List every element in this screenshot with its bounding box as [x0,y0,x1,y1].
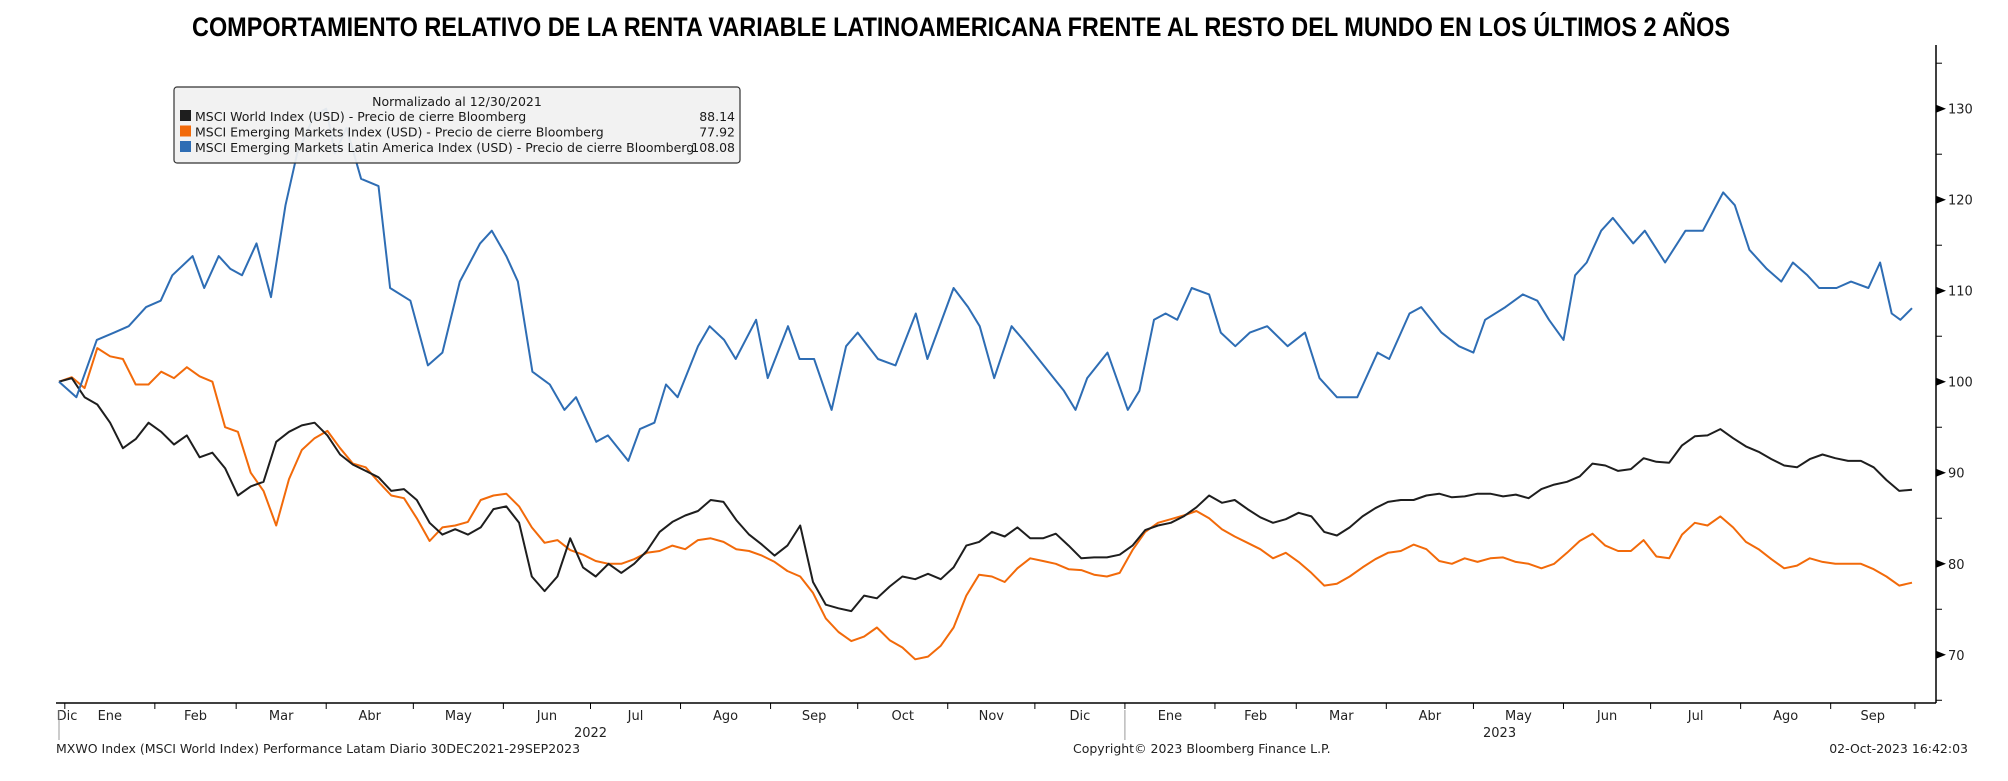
y-tick-label: 130 [1948,103,1973,118]
x-month-label: Jul [627,709,644,724]
x-year-label: 2022 [574,726,607,741]
x-month-label: May [1505,709,1532,724]
x-month-label: Sep [1861,709,1886,724]
legend-header: Normalizado al 12/30/2021 [372,94,542,109]
y-tick-marker [1936,377,1946,386]
series-line-0 [58,377,1913,613]
x-month-label: Abr [359,709,382,724]
footer-left: MXWO Index (MSCI World Index) Performanc… [56,741,580,756]
legend-label-2: MSCI Emerging Markets Latin America Inde… [195,140,694,155]
legend-swatch-1 [180,125,191,137]
x-month-label: Mar [1329,709,1354,724]
x-month-label: Jul [1687,709,1704,724]
footer-timestamp: 02-Oct-2023 16:42:03 [1829,741,1968,756]
x-month-label: Jun [536,709,557,724]
y-tick-marker [1936,104,1946,113]
y-tick-label: 100 [1948,376,1973,391]
legend-swatch-0 [180,110,191,121]
legend: Normalizado al 12/30/2021 MSCI World Ind… [173,86,741,164]
footer-copyright: Copyright© 2023 Bloomberg Finance L.P. [1073,741,1331,756]
x-year-label: 2023 [1483,726,1516,741]
legend-label-0: MSCI World Index (USD) - Precio de cierr… [195,109,526,124]
series-line-1 [58,347,1913,661]
x-month-label: Sep [802,709,827,724]
y-tick-label: 110 [1948,285,1973,300]
x-month-label: Abr [1419,709,1442,724]
y-tick-marker [1936,650,1946,659]
x-month-label: Dic [57,709,78,724]
y-tick-marker [1936,195,1946,204]
legend-last-value-1: 77.92 [699,125,735,140]
y-tick-marker [1936,468,1946,477]
y-tick-label: 80 [1948,558,1965,573]
y-tick-marker [1936,286,1946,295]
y-tick-label: 90 [1948,467,1965,482]
y-tick-marker [1936,559,1946,568]
x-month-label: Feb [184,709,207,724]
chart-title: COMPORTAMIENTO RELATIVO DE LA RENTA VARI… [192,11,1730,42]
x-month-label: Ene [1158,709,1182,724]
legend-last-value-2: 108.08 [691,140,735,155]
y-tick-label: 120 [1948,194,1973,209]
x-month-label: May [445,709,472,724]
y-tick-label: 70 [1948,649,1965,664]
legend-swatch-2 [180,141,191,152]
x-month-label: Ago [713,709,738,724]
legend-label-1: MSCI Emerging Markets Index (USD) - Prec… [195,125,604,140]
x-month-label: Ene [98,709,122,724]
x-month-label: Ago [1773,709,1798,724]
x-month-label: Jun [1596,709,1617,724]
x-month-label: Nov [979,709,1005,724]
x-month-label: Dic [1070,709,1091,724]
legend-box [173,86,741,164]
x-month-label: Oct [891,709,913,724]
x-month-label: Feb [1244,709,1267,724]
plot-area: 70 80 90 100 110 120 130 Dic Ene Feb Mar Abr May Jun… [56,45,1973,741]
legend-last-value-0: 88.14 [699,109,735,124]
x-month-label: Mar [269,709,294,724]
